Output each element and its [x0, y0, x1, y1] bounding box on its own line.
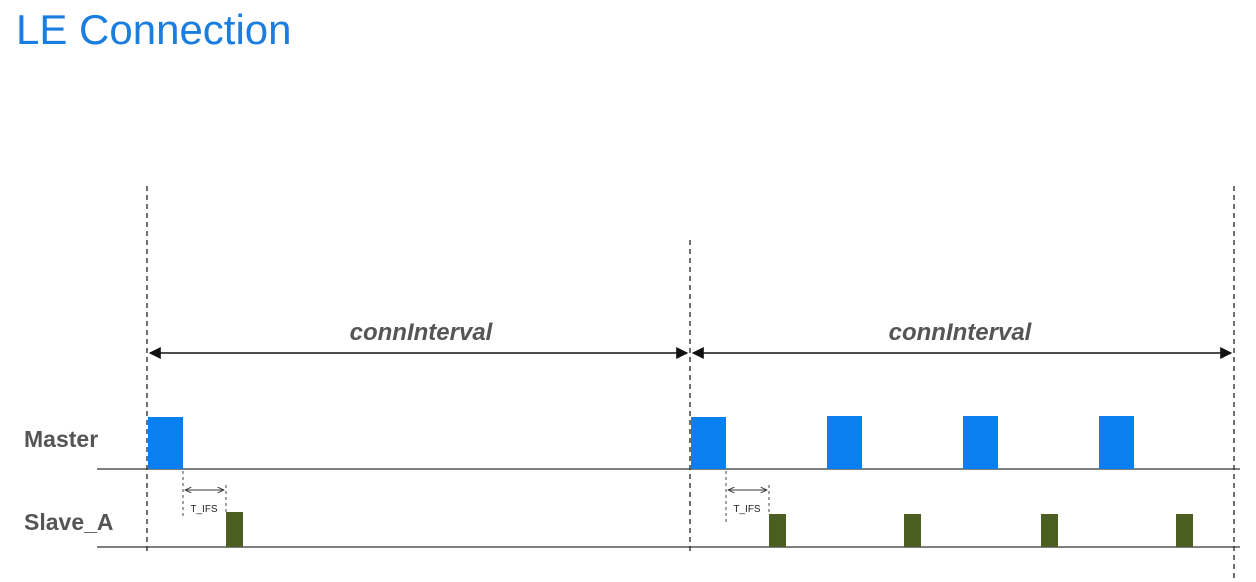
tifs-label: T_IFS: [190, 504, 218, 515]
page-title: LE Connection: [16, 6, 292, 53]
slave-packet: [769, 514, 786, 547]
master-packet: [691, 417, 726, 469]
tifs-marker: T_IFS: [182, 471, 227, 516]
master-packet: [963, 416, 998, 469]
slave-packet: [1176, 514, 1193, 547]
slave-packet: [226, 512, 243, 547]
conn-interval-label: connInterval: [889, 319, 1033, 346]
master-packet: [148, 417, 183, 469]
master-row-label: Master: [24, 426, 99, 452]
master-packet: [1099, 416, 1134, 469]
tifs-marker: T_IFS: [725, 471, 770, 522]
conn-interval-label: connInterval: [350, 319, 494, 346]
master-packet: [827, 416, 862, 469]
slave-packet: [1041, 514, 1058, 547]
tifs-label: T_IFS: [733, 504, 761, 515]
slave-row-label: Slave_A: [24, 509, 114, 535]
slave-packet: [904, 514, 921, 547]
